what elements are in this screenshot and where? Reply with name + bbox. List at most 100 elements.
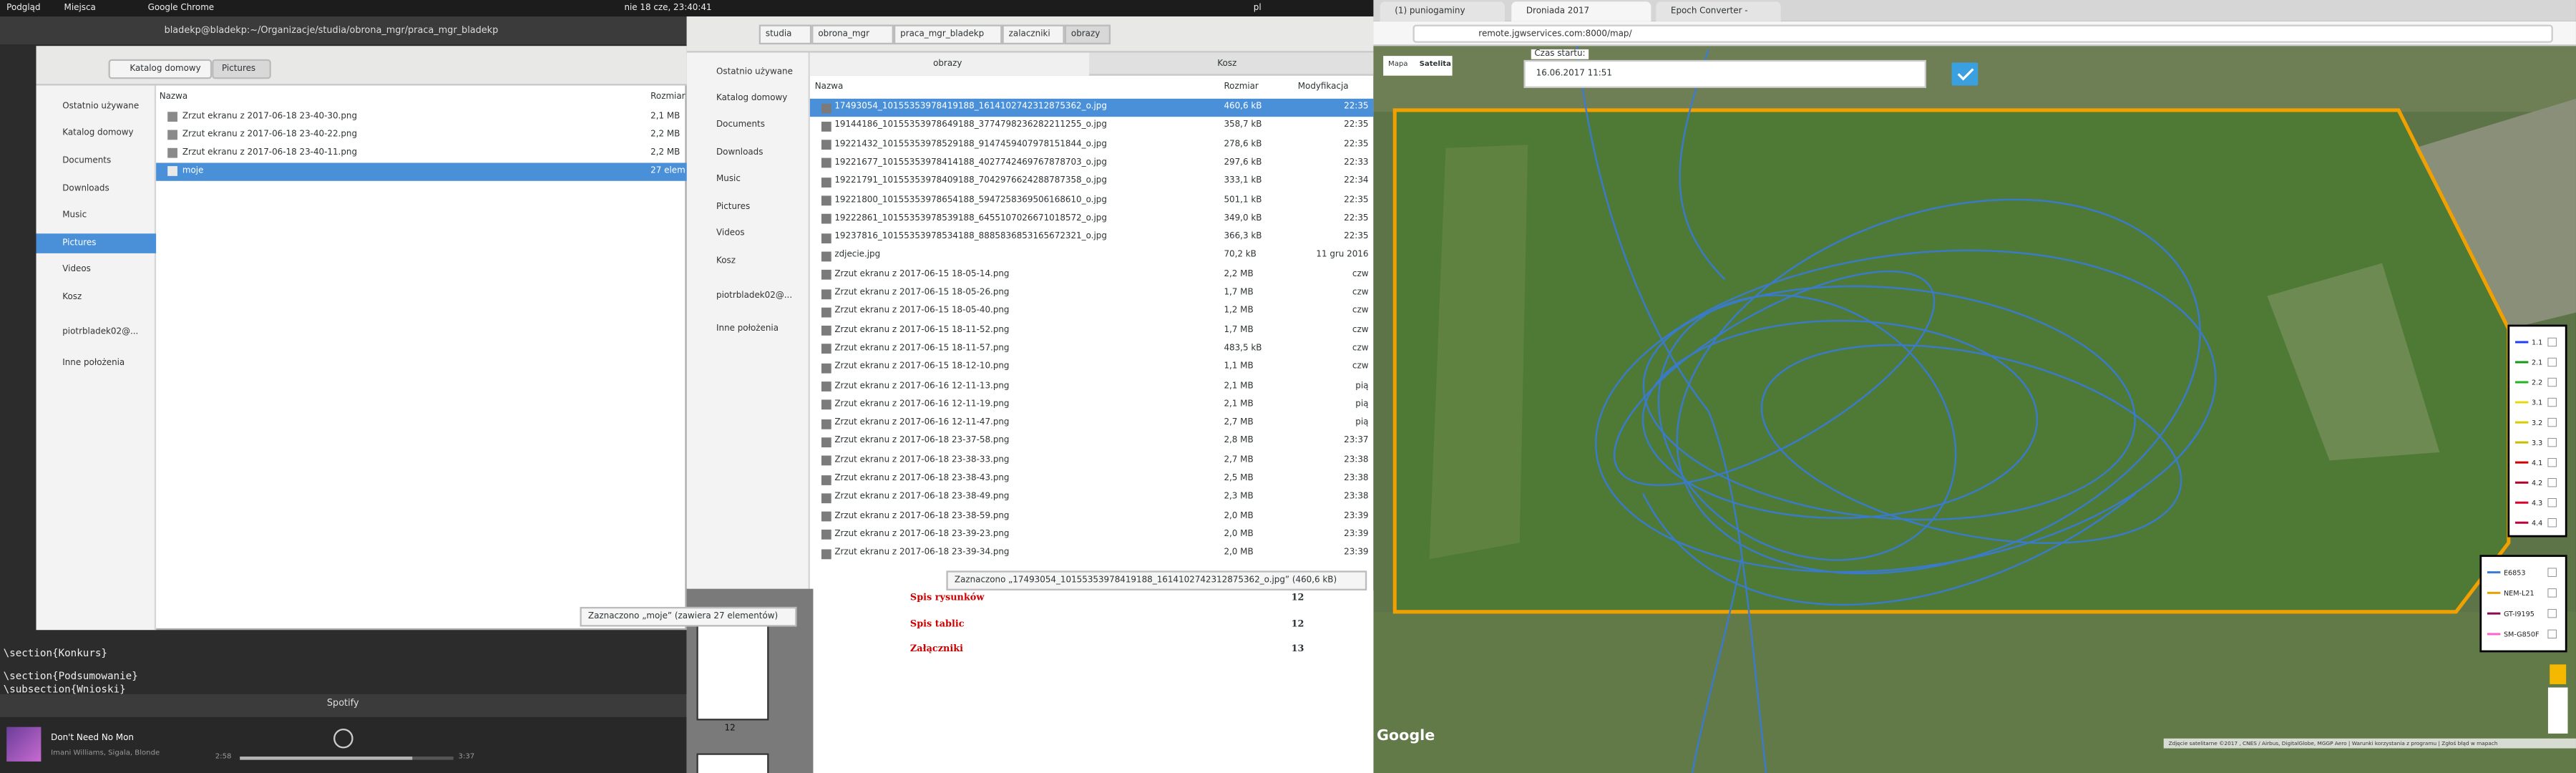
- path-button[interactable]: [758, 24, 812, 45]
- file-name[interactable]: Zrzut ekranu z 2017-06-18 23-38-49.png: [834, 492, 1010, 502]
- sidebar-item[interactable]: Kosz: [716, 256, 736, 267]
- file-name[interactable]: 19222861_10155353978539188_6455107026671…: [834, 213, 1107, 224]
- file-icon[interactable]: [821, 195, 831, 206]
- file-icon[interactable]: [821, 474, 831, 485]
- browser-tab[interactable]: [1380, 1, 1506, 21]
- file-name[interactable]: Zrzut ekranu z 2017-06-18 23-38-43.png: [834, 473, 1010, 484]
- sidebar-item[interactable]: Kosz: [62, 293, 82, 303]
- file-icon[interactable]: [167, 147, 177, 158]
- file-icon[interactable]: [821, 214, 831, 225]
- file-name[interactable]: moje: [182, 166, 204, 176]
- file-name[interactable]: Zrzut ekranu z 2017-06-18 23-38-33.png: [834, 454, 1010, 465]
- path-button[interactable]: [212, 59, 271, 79]
- path-button[interactable]: [1064, 24, 1111, 45]
- sidebar-item[interactable]: Ostatnio używane: [62, 102, 140, 112]
- file-name[interactable]: Zrzut ekranu z 2017-06-15 18-11-52.png: [834, 325, 1010, 335]
- sidebar-item[interactable]: Documents: [62, 156, 112, 167]
- sidebar-item[interactable]: Videos: [716, 228, 745, 239]
- sidebar-item[interactable]: Pictures: [716, 202, 751, 213]
- file-name[interactable]: Zrzut ekranu z 2017-06-18 23-38-59.png: [834, 510, 1010, 521]
- file-icon[interactable]: [821, 548, 831, 559]
- file-icon[interactable]: [821, 381, 831, 392]
- file-icon[interactable]: [167, 130, 177, 140]
- path-label[interactable]: obrona_mgr: [818, 29, 869, 40]
- file-icon[interactable]: [821, 530, 831, 540]
- file-icon[interactable]: [821, 492, 831, 503]
- legend-checkbox[interactable]: [2547, 518, 2557, 528]
- path-button[interactable]: [893, 24, 1002, 45]
- file-icon[interactable]: [821, 511, 831, 522]
- file-name[interactable]: Zrzut ekranu z 2017-06-18 23-39-34.png: [834, 548, 1010, 558]
- file-icon[interactable]: [821, 307, 831, 318]
- file-name[interactable]: Zrzut ekranu z 2017-06-18 23-37-58.png: [834, 436, 1010, 447]
- file-name[interactable]: Zrzut ekranu z 2017-06-18 23-40-30.png: [182, 112, 358, 122]
- sidebar-item[interactable]: Ostatnio używane: [716, 67, 793, 78]
- file-name[interactable]: Zrzut ekranu z 2017-06-16 12-11-19.png: [834, 399, 1010, 409]
- legend-checkbox[interactable]: [2547, 437, 2557, 447]
- address-bar[interactable]: [1413, 24, 2553, 43]
- path-label[interactable]: praca_mgr_bladekp: [900, 29, 985, 40]
- file-icon[interactable]: [821, 177, 831, 188]
- file-icon[interactable]: [821, 102, 831, 113]
- file-name[interactable]: zdjecie.jpg: [834, 251, 881, 261]
- page-thumbnail[interactable]: [696, 753, 769, 773]
- legend-checkbox[interactable]: [2547, 377, 2557, 387]
- file-name[interactable]: Zrzut ekranu z 2017-06-15 18-05-14.png: [834, 269, 1010, 279]
- file-icon[interactable]: [821, 288, 831, 299]
- file-icon[interactable]: [821, 437, 831, 447]
- file-name[interactable]: 19221677_10155353978414188_4027742469767…: [834, 157, 1107, 168]
- file-name[interactable]: 17493054_10155353978419188_1614102742312…: [834, 102, 1107, 112]
- file-icon[interactable]: [821, 363, 831, 373]
- path-label[interactable]: Katalog domowy: [130, 64, 201, 74]
- browser-tab[interactable]: [1656, 1, 1781, 21]
- legend-checkbox[interactable]: [2547, 337, 2557, 347]
- file-icon[interactable]: [821, 121, 831, 132]
- legend-checkbox[interactable]: [2547, 457, 2557, 467]
- file-name[interactable]: 19221791_10155353978409188_7042976624288…: [834, 176, 1107, 187]
- legend-checkbox[interactable]: [2547, 629, 2557, 639]
- satellite-map[interactable]: 1.1 2.1 2.2 3.1 3.2 3.3 4.1 4.2 4.3 4.4 E6853 NEM-L…: [1373, 46, 2576, 773]
- legend-checkbox[interactable]: [2547, 357, 2557, 367]
- path-label[interactable]: obrazy: [1070, 29, 1101, 40]
- play-button[interactable]: [333, 728, 353, 749]
- sidebar-item[interactable]: Documents: [716, 120, 765, 130]
- file-name[interactable]: Zrzut ekranu z 2017-06-16 12-11-13.png: [834, 380, 1010, 391]
- file-name[interactable]: Zrzut ekranu z 2017-06-15 18-11-57.png: [834, 344, 1010, 354]
- zoom-control[interactable]: [2547, 687, 2568, 734]
- sidebar-item[interactable]: Katalog domowy: [716, 93, 788, 104]
- file-icon[interactable]: [821, 419, 831, 429]
- app-menu[interactable]: Google Chrome: [147, 2, 215, 13]
- file-icon[interactable]: [821, 270, 831, 281]
- file-name[interactable]: Zrzut ekranu z 2017-06-16 12-11-47.png: [834, 417, 1010, 428]
- sidebar-item[interactable]: Downloads: [62, 184, 109, 195]
- path-label[interactable]: zalaczniki: [1008, 29, 1050, 40]
- tab-title[interactable]: Droniada 2017: [1526, 6, 1590, 16]
- legend-checkbox[interactable]: [2547, 608, 2557, 618]
- path-button[interactable]: [1002, 24, 1065, 45]
- file-name[interactable]: Zrzut ekranu z 2017-06-18 23-40-22.png: [182, 130, 358, 140]
- places-menu[interactable]: Miejsca: [64, 2, 96, 13]
- file-name[interactable]: Zrzut ekranu z 2017-06-18 23-39-23.png: [834, 529, 1010, 540]
- tab-label[interactable]: obrazy: [933, 59, 962, 69]
- tab-label[interactable]: Kosz: [1217, 59, 1237, 69]
- sidebar-item[interactable]: Katalog domowy: [62, 128, 134, 139]
- legend-checkbox[interactable]: [2547, 397, 2557, 407]
- file-name[interactable]: Zrzut ekranu z 2017-06-15 18-05-26.png: [834, 288, 1010, 298]
- path-button[interactable]: [811, 24, 894, 45]
- file-icon[interactable]: [821, 233, 831, 243]
- file-icon[interactable]: [821, 344, 831, 354]
- legend-checkbox[interactable]: [2547, 588, 2557, 598]
- file-name[interactable]: 19237816_10155353978534188_8885836853165…: [834, 232, 1107, 243]
- confirm-button[interactable]: [1951, 62, 1979, 86]
- file-name[interactable]: 19221800_10155353978654188_5947258369506…: [834, 195, 1107, 205]
- file-icon[interactable]: [821, 251, 831, 262]
- file-icon[interactable]: [821, 140, 831, 150]
- file-name[interactable]: 19221432_10155353978529188_9147459407978…: [834, 139, 1107, 150]
- file-icon[interactable]: [821, 455, 831, 466]
- file-icon[interactable]: [167, 112, 177, 122]
- file-icon[interactable]: [821, 158, 831, 169]
- sidebar-item[interactable]: Downloads: [716, 147, 763, 158]
- map-type-control[interactable]: [1383, 56, 1453, 76]
- tab-active[interactable]: [809, 52, 1090, 76]
- tab-title[interactable]: (1) puniogaminy: [1395, 6, 1465, 16]
